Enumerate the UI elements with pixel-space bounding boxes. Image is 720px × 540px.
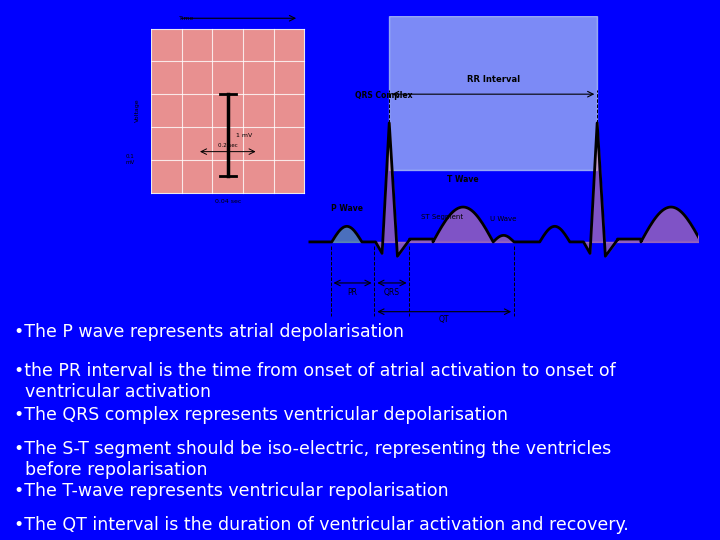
Text: QRS Complex: QRS Complex: [355, 91, 413, 100]
Text: •The S-T segment should be iso-electric, representing the ventricles
  before re: •The S-T segment should be iso-electric,…: [14, 440, 611, 479]
Text: QRS: QRS: [384, 288, 400, 298]
Text: ST Segment: ST Segment: [421, 214, 463, 220]
Text: 1 mV: 1 mV: [236, 133, 252, 138]
Text: •the PR interval is the time from onset of atrial activation to onset of
  ventr: •the PR interval is the time from onset …: [14, 362, 616, 401]
Text: RR Interval: RR Interval: [467, 75, 520, 84]
Text: 0.1
mV: 0.1 mV: [125, 154, 135, 165]
Bar: [390, 16, 597, 170]
Text: 0.2 sec: 0.2 sec: [218, 143, 238, 148]
Text: 0.04 sec: 0.04 sec: [215, 199, 241, 204]
Text: U Wave: U Wave: [490, 215, 517, 221]
Text: •The P wave represents atrial depolarisation: •The P wave represents atrial depolarisa…: [14, 322, 404, 341]
FancyBboxPatch shape: [151, 29, 305, 193]
Text: Voltage: Voltage: [135, 99, 140, 123]
Text: •The T-wave represents ventricular repolarisation: •The T-wave represents ventricular repol…: [14, 482, 449, 500]
Text: •The QRS complex represents ventricular depolarisation: •The QRS complex represents ventricular …: [14, 406, 508, 423]
Text: P Wave: P Wave: [331, 204, 363, 213]
Text: •The QT interval is the duration of ventricular activation and recovery.: •The QT interval is the duration of vent…: [14, 516, 629, 535]
Text: QT: QT: [439, 315, 449, 324]
Text: Time: Time: [179, 16, 194, 21]
Text: PR: PR: [348, 288, 358, 298]
Text: T Wave: T Wave: [447, 176, 479, 185]
